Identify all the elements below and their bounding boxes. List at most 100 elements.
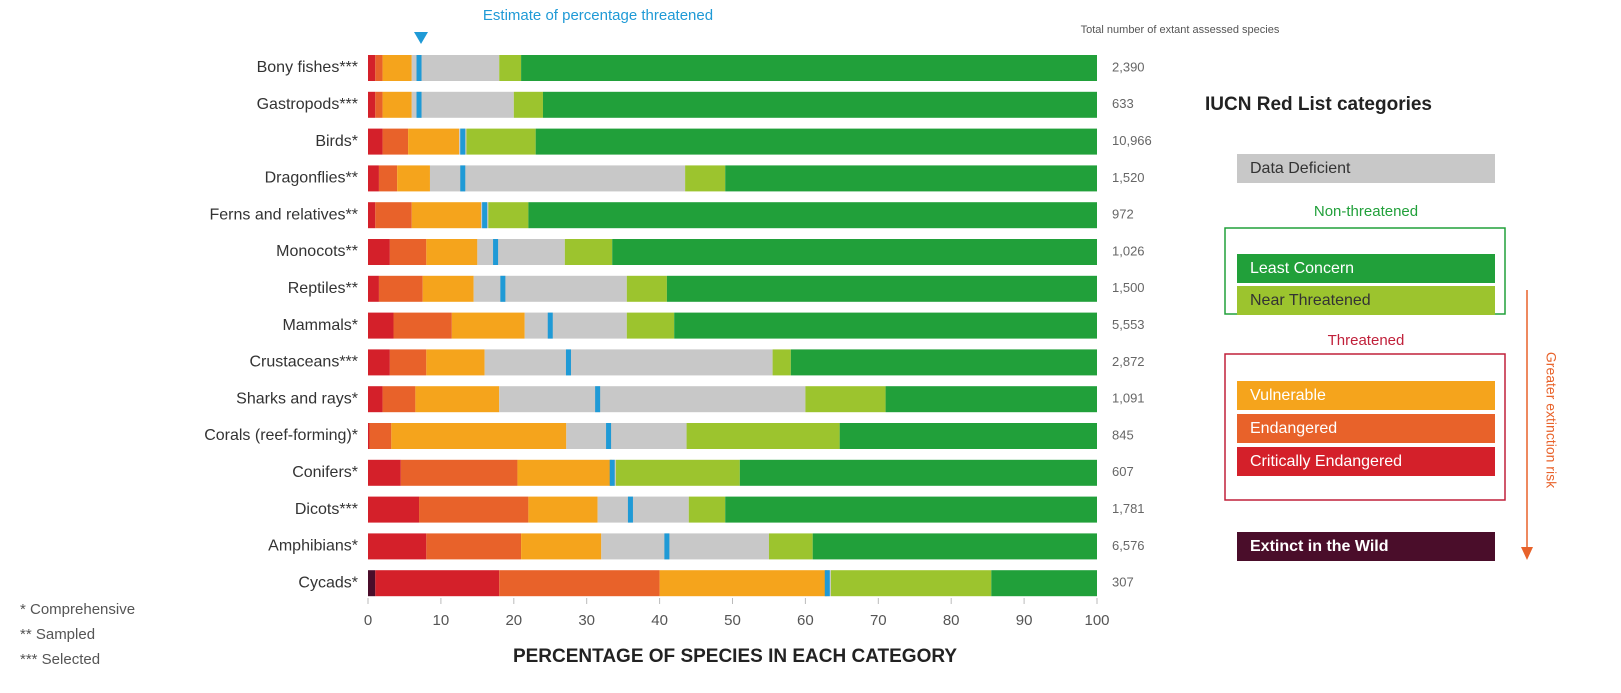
bar-segment: [400, 459, 518, 486]
bar-segment: [991, 570, 1097, 597]
legend-swatch: [1237, 447, 1495, 476]
total-label: 1,520: [1112, 170, 1145, 185]
legend-group: Threatened: [1328, 332, 1405, 349]
bar-segment: [389, 239, 427, 265]
total-label: 845: [1112, 427, 1134, 442]
legend-swatch: [1237, 381, 1495, 410]
bar-segment: [415, 386, 500, 413]
legend-swatch: [1237, 414, 1495, 443]
bar-segment: [368, 202, 376, 229]
footnote: * Comprehensive: [20, 601, 135, 618]
bar-segment: [528, 202, 1097, 229]
legend-swatch: [1237, 254, 1495, 283]
threatened-marker: [460, 165, 466, 192]
legend-label: Least Concern: [1250, 260, 1354, 277]
x-tick-label: 10: [433, 612, 450, 629]
category-label: Bony fishes***: [257, 59, 358, 76]
x-tick-label: 80: [943, 612, 960, 629]
bar-segment: [790, 349, 1097, 376]
bar-segment: [375, 55, 383, 81]
bar-segment: [368, 496, 420, 523]
bar-segment: [666, 275, 1097, 302]
legend-swatch: [1237, 532, 1495, 561]
bar-segment: [564, 239, 613, 265]
legend-label: Data Deficient: [1250, 160, 1351, 177]
legend-group: Non-threatened: [1314, 203, 1418, 220]
bar-segment: [426, 349, 485, 376]
bar-segment: [368, 459, 401, 486]
category-label: Dicots***: [295, 501, 358, 518]
bar-segment: [411, 202, 481, 229]
category-label: Monocots**: [276, 243, 358, 260]
bar-segment: [772, 349, 791, 376]
total-label: 2,872: [1112, 354, 1145, 369]
bar-segment: [466, 128, 536, 155]
legend-label: Endangered: [1250, 420, 1337, 437]
legend-label: Critically Endangered: [1250, 453, 1402, 470]
category-label: Birds*: [315, 133, 358, 150]
total-label: 1,781: [1112, 501, 1145, 516]
category-label: Amphibians*: [268, 538, 358, 555]
total-label: 972: [1112, 207, 1134, 222]
bar-segment: [542, 91, 1097, 118]
total-label: 10,966: [1112, 133, 1152, 148]
bar-segment: [499, 386, 806, 413]
bar-segment: [688, 496, 726, 523]
legend-label: Vulnerable: [1250, 387, 1326, 404]
threatened-marker: [547, 312, 553, 339]
bar-segment: [612, 239, 1097, 265]
threatened-marker: [482, 202, 488, 229]
bar-segment: [368, 570, 376, 597]
bar-segment: [378, 165, 398, 192]
total-label: 1,500: [1112, 280, 1145, 295]
bar-segment: [528, 496, 598, 523]
bar-segment: [368, 533, 427, 560]
bar-segment: [626, 275, 667, 302]
threatened-marker: [627, 496, 633, 523]
threatened-marker: [664, 533, 670, 560]
bar-segment: [601, 533, 769, 560]
threatened-marker: [416, 91, 422, 118]
legend-label: Near Threatened: [1250, 292, 1371, 309]
legend-title: IUCN Red List categories: [1205, 94, 1432, 115]
bar-segment: [368, 55, 376, 81]
x-tick-label: 40: [651, 612, 668, 629]
bar-segment: [768, 533, 813, 560]
bar-segment: [484, 349, 773, 376]
bar-segment: [389, 349, 427, 376]
x-tick-label: 20: [505, 612, 522, 629]
footnote: *** Selected: [20, 651, 100, 668]
bar-segment: [368, 275, 379, 302]
bar-segment: [659, 570, 828, 597]
marker-title: Estimate of percentage threatened: [483, 7, 713, 24]
total-label: 607: [1112, 464, 1134, 479]
bar-segment: [369, 423, 392, 449]
total-label: 1,091: [1112, 391, 1145, 406]
bar-segment: [885, 386, 1097, 413]
total-label: 307: [1112, 575, 1134, 590]
bar-segment: [830, 570, 992, 597]
x-tick-label: 60: [797, 612, 814, 629]
bar-segment: [422, 275, 474, 302]
x-tick-label: 100: [1084, 612, 1109, 629]
bar-segment: [378, 275, 423, 302]
bar-segment: [615, 459, 740, 486]
bar-segment: [411, 55, 500, 81]
threatened-marker: [609, 459, 615, 486]
category-label: Corals (reef-forming)*: [204, 427, 358, 444]
risk-label: Greater extinction risk: [1543, 352, 1559, 489]
bar-segment: [513, 91, 543, 118]
category-label: Crustaceans***: [250, 354, 359, 371]
total-label: 5,553: [1112, 317, 1145, 332]
bar-segment: [375, 570, 500, 597]
bar-segment: [812, 533, 1097, 560]
category-label: Reptiles**: [288, 280, 358, 297]
legend-group-box: [1224, 353, 1506, 501]
bar-segment: [426, 533, 522, 560]
bar-segment: [368, 423, 370, 449]
marker-pointer: [414, 32, 428, 44]
bar-segment: [393, 312, 452, 339]
bar-segment: [368, 349, 390, 376]
bar-segment: [368, 91, 376, 118]
